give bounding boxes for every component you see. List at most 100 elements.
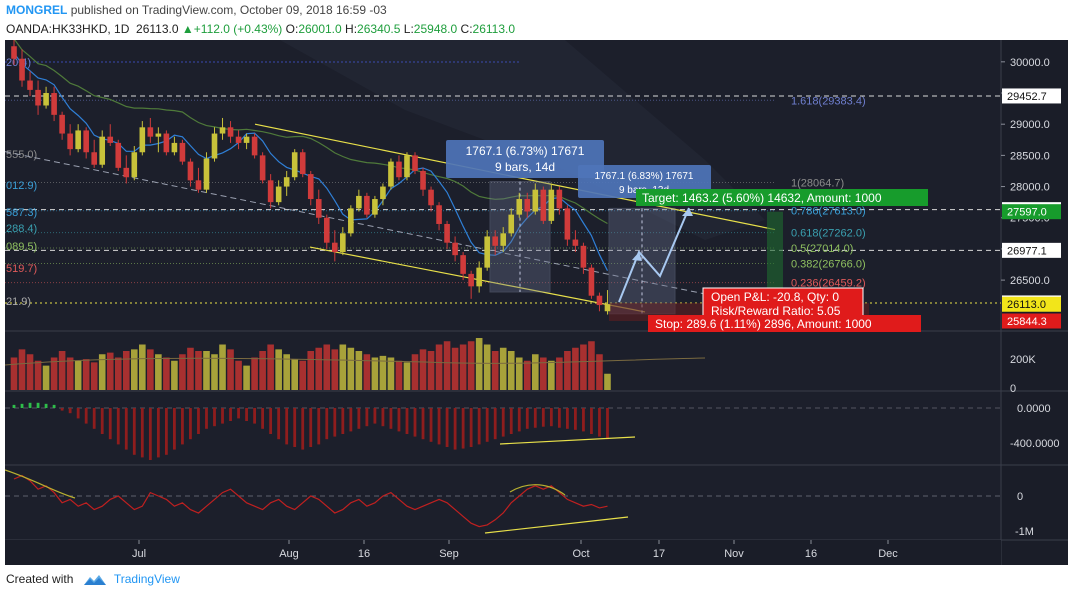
volume-bar <box>427 351 435 390</box>
candle-body <box>556 189 563 209</box>
left-fib-label: 519.7) <box>6 263 37 275</box>
macd-bar <box>485 408 489 442</box>
candle-body <box>388 161 394 187</box>
candle-body <box>291 152 298 178</box>
volume-bar <box>139 344 146 390</box>
fib-label: 0.618(27262.0) <box>791 228 866 240</box>
macd-bar <box>429 408 433 442</box>
time-tick-label: Dec <box>878 548 898 560</box>
measure-label-text: 9 bars, 14d <box>495 160 555 174</box>
volume-bar <box>299 360 307 390</box>
price-axis-badge <box>1002 313 1061 329</box>
volume-bar <box>556 357 563 390</box>
volume-bar <box>235 360 242 390</box>
volume-bar <box>363 354 371 390</box>
osc-tick-label: -1M <box>1015 526 1034 538</box>
volume-bar <box>122 351 130 390</box>
macd-bar <box>381 408 385 427</box>
candle-body <box>123 167 130 178</box>
chart-area[interactable]: 1.618(29383.4) 1(28064.7) 0.786(27613.0) 0.… <box>4 38 1068 565</box>
volume-bar <box>163 357 170 390</box>
target-label-box <box>636 189 928 206</box>
macd-bar <box>92 408 96 429</box>
candle-body <box>227 127 234 137</box>
volume-bar <box>355 351 363 390</box>
candle-body <box>211 133 218 159</box>
volume-bar <box>347 347 355 390</box>
candle-body <box>43 93 49 106</box>
candle-body <box>323 217 330 243</box>
volume-bar <box>548 360 555 390</box>
macd-bar <box>213 408 216 427</box>
macd-bar <box>341 408 345 434</box>
volume-bar <box>411 354 419 390</box>
candles-group <box>11 40 611 315</box>
volume-bar <box>66 357 74 390</box>
footer: Created with TradingView <box>6 572 180 587</box>
candle-body <box>251 136 258 156</box>
candle-body <box>259 155 266 181</box>
candle-body <box>468 273 474 287</box>
volume-bar <box>371 357 379 390</box>
channel-mid-line <box>4 151 776 309</box>
volume-tick-label: 0 <box>1010 383 1016 395</box>
macd-bar <box>606 408 609 440</box>
macd-bar <box>349 408 353 432</box>
candle-body <box>115 142 122 168</box>
macd-bar <box>549 408 553 427</box>
candle-body <box>19 58 25 81</box>
candle-body <box>500 233 507 246</box>
macd-bar <box>574 408 577 430</box>
author-name[interactable]: MONGREL <box>6 3 68 17</box>
chart-svg[interactable]: 1.618(29383.4) 1(28064.7) 0.786(27613.0) 0.… <box>4 38 1068 565</box>
price-tick-label: 30000.0 <box>1010 57 1050 69</box>
volume-bar <box>435 344 443 390</box>
left-fib-label: 555.0) <box>6 149 37 161</box>
candle-body <box>524 199 531 212</box>
macd-divergence-line <box>499 436 636 445</box>
time-tick-label: Nov <box>724 548 744 560</box>
moving-average-slow <box>13 38 608 225</box>
volume-bar <box>82 359 90 390</box>
candle-body <box>484 236 490 268</box>
macd-bar <box>285 408 289 445</box>
macd-bar <box>205 408 208 429</box>
candle-body <box>396 161 402 178</box>
candle-body <box>275 186 282 203</box>
candle-body <box>203 158 210 190</box>
volume-tick-label: 200K <box>1010 354 1036 366</box>
macd-bar <box>181 408 184 445</box>
macd-bar <box>582 408 585 432</box>
macd-bar <box>173 408 176 450</box>
macd-bar <box>253 408 256 424</box>
open-value: 26001.0 <box>298 22 342 36</box>
macd-bar <box>317 408 321 445</box>
tradingview-logo-icon[interactable] <box>83 573 107 587</box>
publish-header: MONGREL published on TradingView.com, Oc… <box>6 3 387 17</box>
macd-bar <box>277 408 281 440</box>
volume-bar <box>227 349 234 390</box>
candle-body <box>540 189 547 221</box>
volume-bar <box>155 354 162 390</box>
macd-bar <box>598 408 601 437</box>
macd-bar <box>493 408 497 440</box>
candle-body <box>532 189 539 212</box>
volume-bar <box>114 357 122 390</box>
candle-body <box>187 161 194 181</box>
price-axis-badge-text: 26977.1 <box>1007 245 1047 257</box>
candle-body <box>219 127 226 134</box>
volume-bar <box>243 365 250 390</box>
volume-bar <box>491 351 499 390</box>
macd-bar <box>189 408 192 440</box>
candle-body <box>75 130 81 150</box>
candle-body <box>548 189 555 221</box>
volume-bar <box>34 360 42 390</box>
macd-bar <box>509 408 513 434</box>
price-axis-badge <box>1002 242 1061 258</box>
volume-bar <box>515 357 523 390</box>
macd-bar <box>437 408 441 445</box>
tradingview-link[interactable]: TradingView <box>113 572 180 586</box>
macd-bar <box>325 408 329 440</box>
volume-bar <box>275 349 282 390</box>
volume-bar <box>604 373 611 390</box>
